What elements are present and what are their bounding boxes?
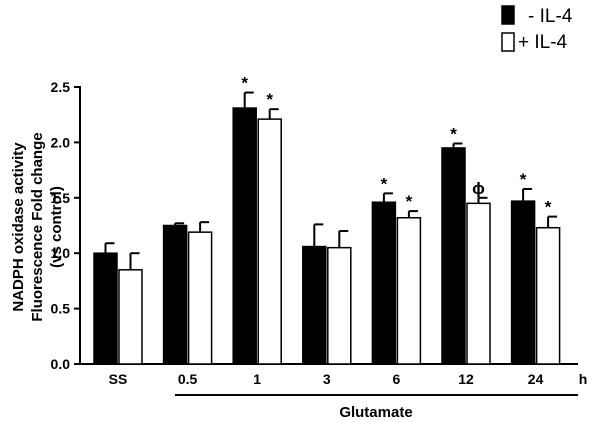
y-tick-label: 2.0 <box>51 134 71 150</box>
y-axis-title-line-3: (vs control) <box>48 186 65 268</box>
glutamate-group-label: Glutamate <box>339 404 412 421</box>
x-tick-label: 0.5 <box>178 371 198 387</box>
significance-marker: ϕ <box>472 179 485 198</box>
bar-plus-il4 <box>118 269 143 365</box>
significance-marker: * <box>545 198 552 217</box>
legend-label-minus-il4: - IL-4 <box>528 6 573 27</box>
x-tick-label: SS <box>109 371 128 387</box>
bar-minus-il4 <box>162 224 188 365</box>
x-axis-unit: h <box>579 371 588 387</box>
x-tick-label: 24 <box>528 371 544 387</box>
significance-marker: * <box>241 74 248 93</box>
y-axis-title-line-2: Fluorescence Fold change <box>29 132 46 321</box>
bar-plus-il4 <box>396 216 422 365</box>
y-tick-label: 0.0 <box>51 356 71 372</box>
bar-plus-il4 <box>327 246 352 365</box>
significance-marker: * <box>450 125 457 144</box>
significance-marker: * <box>381 174 388 193</box>
x-tick-label: 6 <box>393 371 401 387</box>
x-tick-label: 12 <box>458 371 474 387</box>
x-tick-label: 3 <box>323 371 331 387</box>
bar-plus-il4 <box>466 202 491 365</box>
bar-minus-il4 <box>302 245 327 365</box>
y-tick-label: 1.5 <box>51 190 71 206</box>
y-tick-label: 2.5 <box>51 79 71 95</box>
bar-minus-il4 <box>232 107 257 365</box>
bar-minus-il4 <box>441 147 466 365</box>
y-axis-title: NADPH oxidase activity Fluorescence Fold… <box>10 132 65 321</box>
significance-marker: * <box>406 192 413 211</box>
legend-swatch-plus-il4 <box>501 32 515 52</box>
legend: - IL-4 + IL-4 <box>501 5 573 53</box>
bar-plus-il4 <box>535 226 561 365</box>
bar-minus-il4 <box>510 200 536 365</box>
y-axis-title-line-1: NADPH oxidase activity <box>10 142 27 312</box>
significance-marker: * <box>266 90 273 109</box>
significance-marker: * <box>520 170 527 189</box>
bar-minus-il4 <box>371 201 397 365</box>
y-tick-label: 0.5 <box>51 301 71 317</box>
bar-plus-il4 <box>187 231 213 365</box>
x-tick-label: 1 <box>253 371 261 387</box>
bar-minus-il4 <box>93 252 118 365</box>
plot-area: 0.0 0.5 1.0 1.5 2.0 2.5 SS 0.5 1 3 6 12 24 * * * * * * ϕ * <box>51 74 578 387</box>
y-tick-label: 1.0 <box>51 245 71 261</box>
legend-swatch-minus-il4 <box>501 5 515 25</box>
legend-label-plus-il4: + IL-4 <box>518 32 568 53</box>
bar-plus-il4 <box>257 118 282 365</box>
